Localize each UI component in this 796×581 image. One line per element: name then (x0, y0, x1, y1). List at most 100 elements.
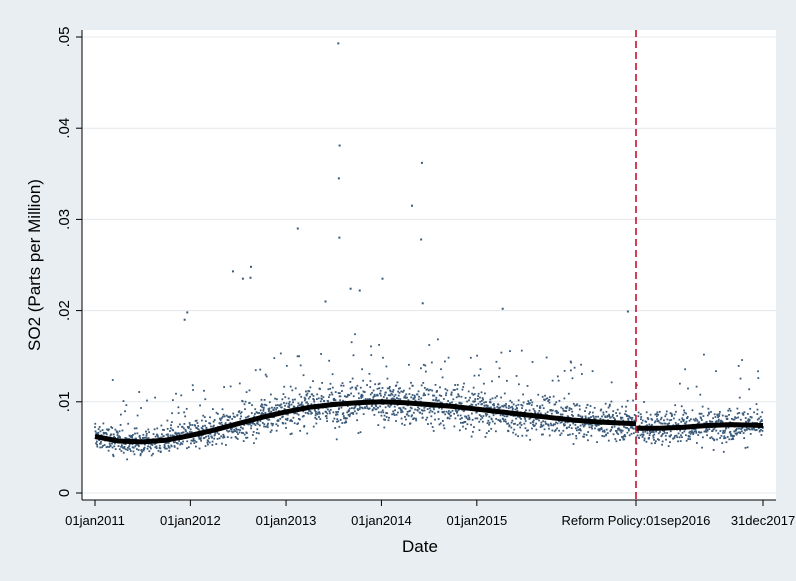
data-point (496, 395, 498, 398)
data-point (636, 429, 639, 432)
data-point (680, 420, 683, 423)
data-point (143, 446, 146, 449)
data-point (717, 418, 720, 421)
data-point (326, 412, 329, 415)
data-point (338, 392, 341, 395)
data-point (306, 401, 308, 404)
data-point (693, 430, 696, 433)
data-point (223, 415, 226, 418)
data-point (191, 424, 194, 426)
data-point (628, 429, 630, 432)
data-point (477, 395, 480, 397)
data-point (547, 400, 550, 402)
data-point (434, 383, 437, 386)
data-point (214, 433, 216, 436)
data-point (413, 397, 416, 400)
data-point (744, 417, 747, 419)
data-point (124, 410, 126, 413)
data-point (632, 399, 635, 402)
data-point (666, 432, 668, 434)
data-point (658, 439, 660, 441)
data-point (483, 401, 486, 404)
data-point (166, 441, 169, 444)
data-point (617, 433, 620, 436)
data-point (163, 445, 166, 448)
data-point (208, 437, 210, 440)
data-point (523, 422, 526, 425)
data-point (473, 426, 475, 428)
data-point (749, 407, 752, 410)
data-point (486, 413, 489, 416)
data-point (755, 429, 758, 431)
data-point (257, 432, 260, 435)
data-point (185, 407, 188, 410)
data-point (677, 432, 680, 435)
data-point (495, 360, 498, 363)
data-point (289, 433, 292, 436)
data-point (352, 395, 355, 398)
data-point (490, 418, 493, 421)
data-point (512, 415, 515, 417)
data-point (280, 403, 283, 406)
data-point (268, 409, 270, 412)
data-point (399, 407, 402, 410)
data-point (435, 398, 437, 401)
data-point (527, 400, 530, 403)
data-point (429, 409, 432, 412)
data-point (399, 398, 402, 401)
outlier-point (337, 42, 340, 45)
data-point (529, 417, 532, 420)
data-point (150, 447, 152, 450)
data-point (484, 392, 486, 395)
data-point (393, 405, 396, 408)
data-point (205, 427, 208, 430)
data-point (179, 423, 181, 426)
data-point (461, 417, 463, 419)
fit-line-pre-reform (94, 399, 637, 445)
data-point (663, 419, 665, 422)
data-point (467, 414, 470, 417)
data-point (218, 437, 221, 440)
data-point (269, 431, 272, 433)
data-point (145, 430, 147, 433)
data-point (478, 420, 481, 423)
data-point (239, 417, 242, 420)
data-point (521, 404, 524, 407)
data-point (201, 427, 204, 430)
data-point (342, 412, 345, 415)
data-point (352, 354, 355, 357)
data-point (659, 431, 661, 433)
data-point (156, 427, 159, 430)
data-point (364, 398, 367, 400)
data-point (145, 434, 148, 437)
data-point (243, 403, 246, 406)
data-point (302, 414, 305, 417)
data-point (282, 393, 285, 396)
data-point (593, 417, 596, 420)
data-point (661, 440, 664, 443)
data-point (234, 435, 237, 438)
data-point (650, 431, 653, 433)
data-point (631, 427, 634, 429)
data-point (169, 434, 172, 437)
x-tick-label: 01jan2013 (256, 513, 317, 528)
data-point (711, 420, 714, 423)
data-point (519, 421, 522, 424)
data-point (307, 397, 310, 400)
data-point (288, 402, 290, 405)
data-point (343, 395, 346, 398)
data-point (580, 417, 583, 419)
data-point (254, 413, 256, 415)
data-point (529, 438, 532, 441)
data-point (286, 419, 289, 421)
data-point (488, 423, 491, 426)
data-point (689, 438, 691, 441)
data-point (630, 425, 633, 428)
data-point (744, 446, 747, 449)
data-point (249, 422, 252, 425)
data-point (445, 392, 448, 395)
data-point (223, 436, 226, 439)
data-point (387, 404, 390, 407)
data-point (559, 421, 562, 424)
